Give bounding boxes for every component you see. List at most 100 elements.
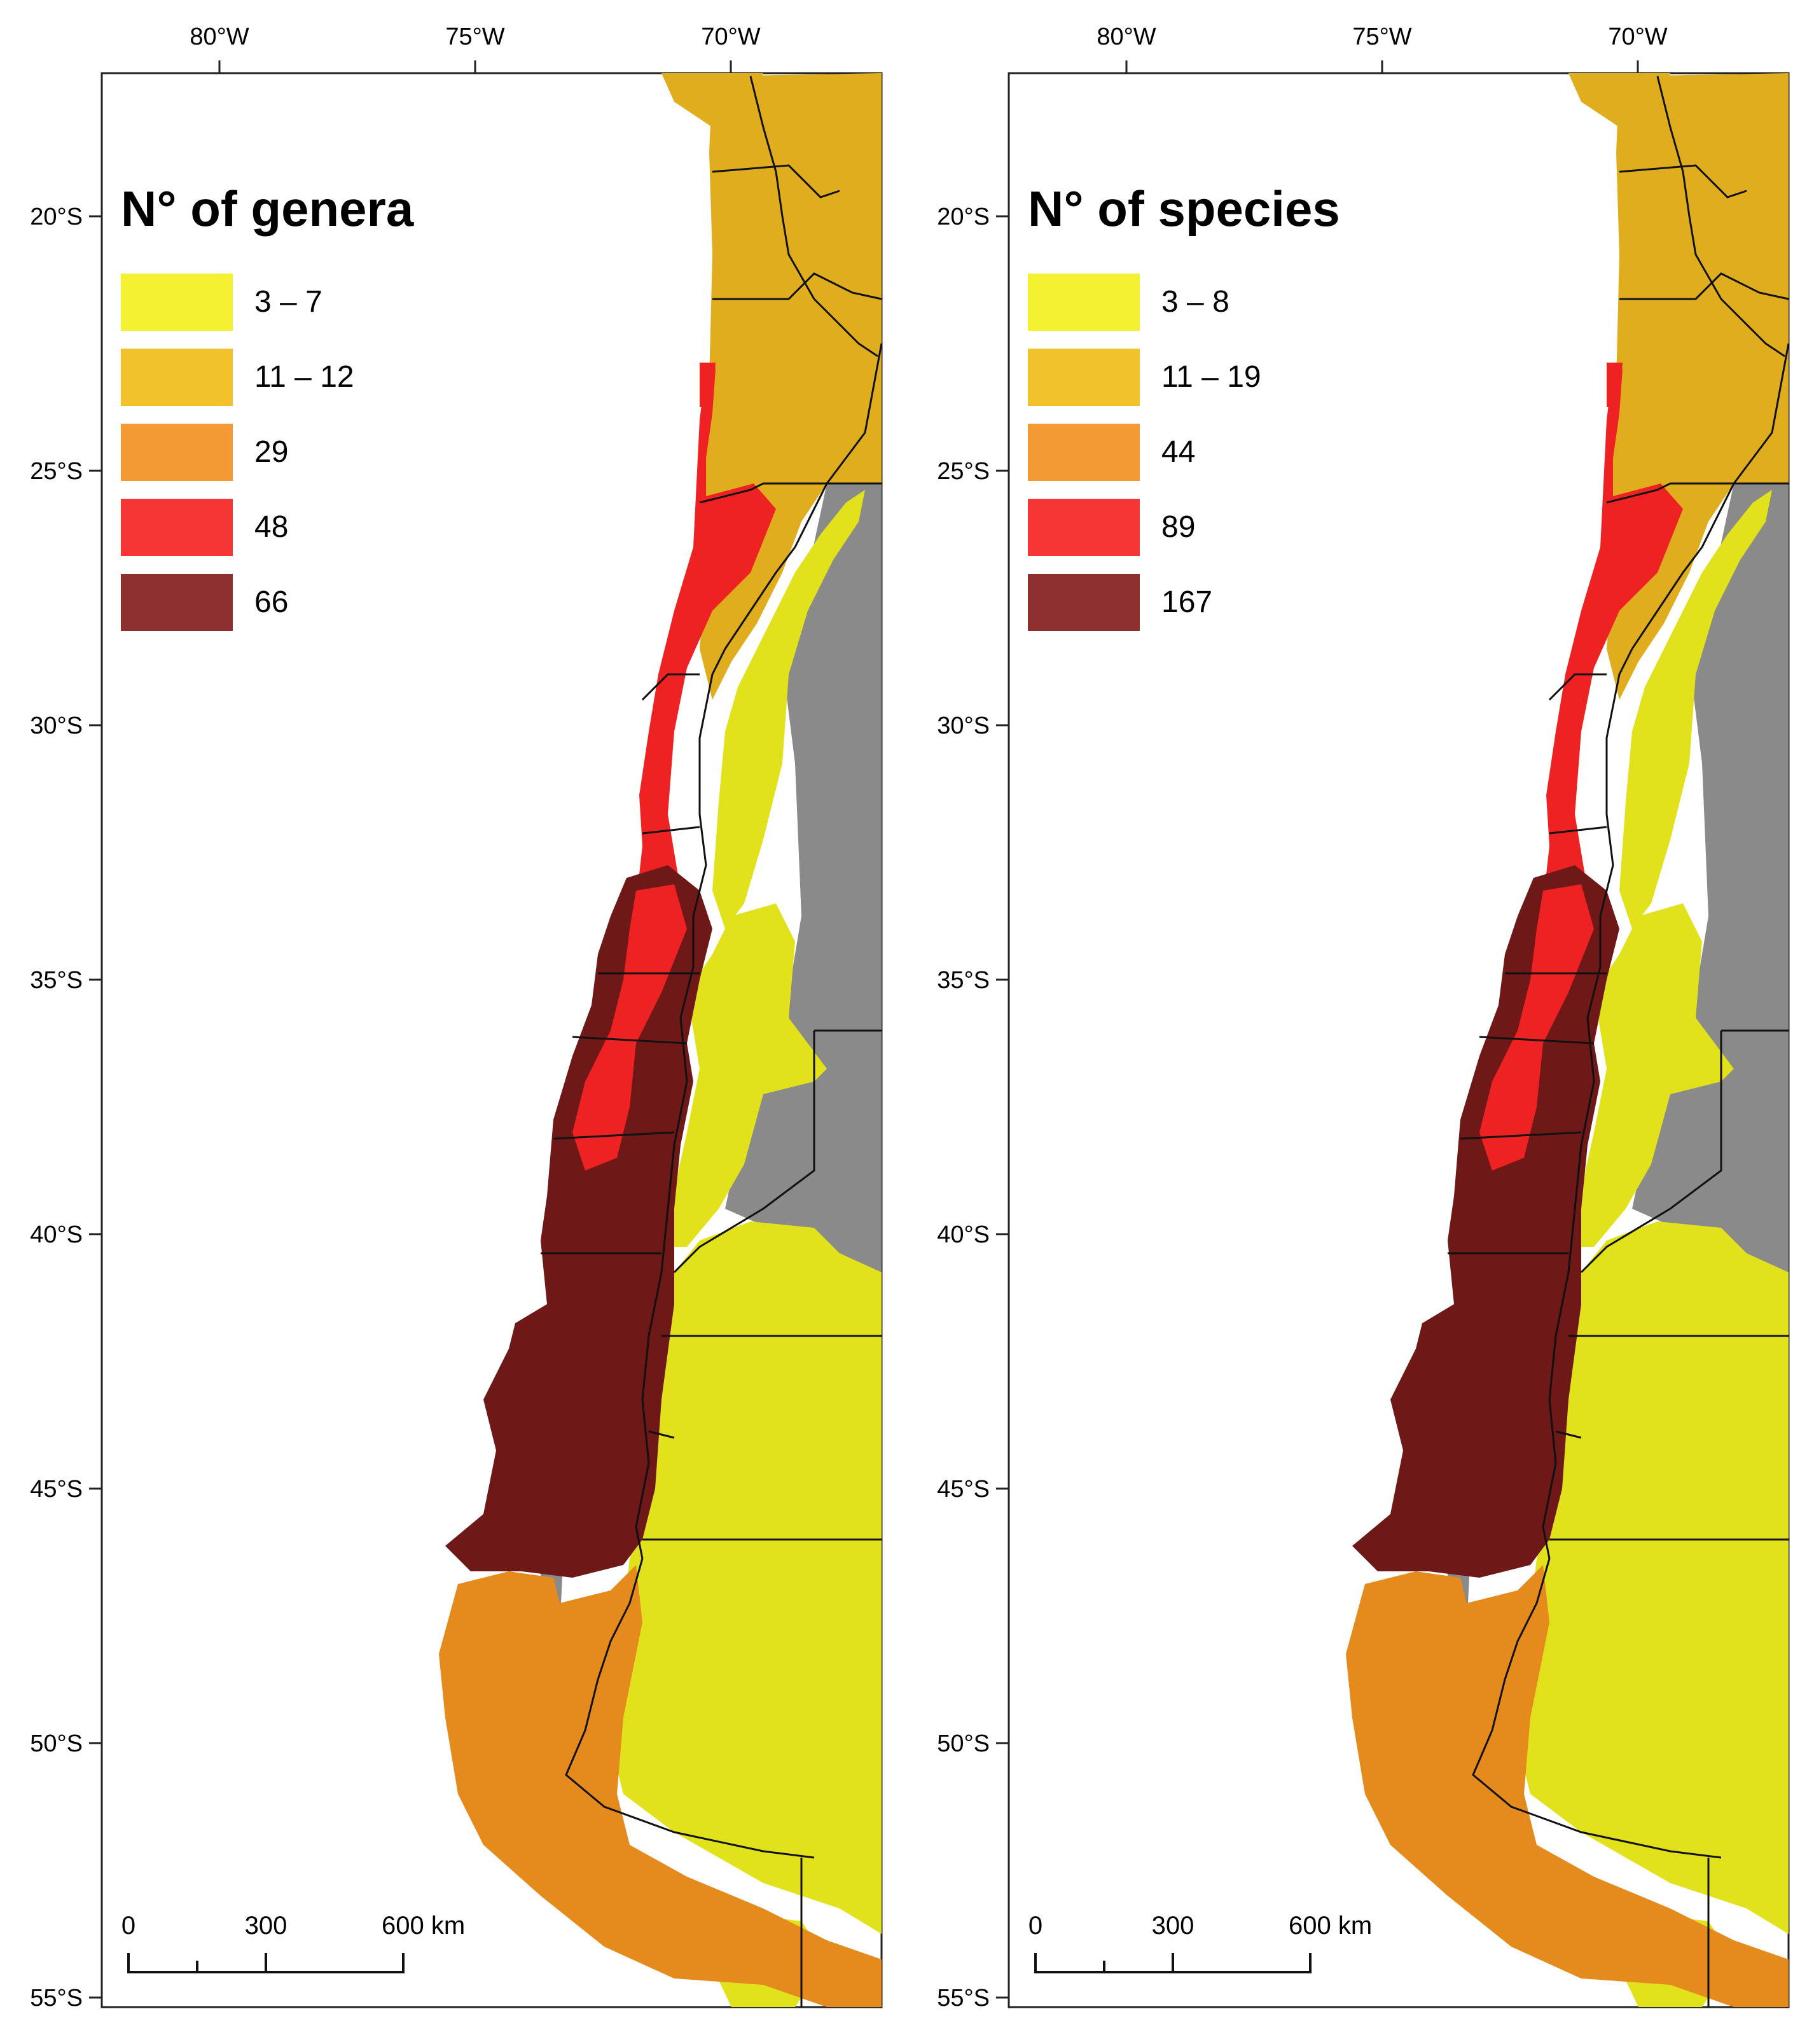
scale-bar-line (1034, 1953, 1312, 1973)
border-line (1542, 916, 1602, 1559)
border-line (699, 482, 882, 504)
border-line (648, 1430, 675, 1439)
border-line (1619, 164, 1747, 198)
political-borders (1448, 76, 1790, 2007)
legend-swatch (121, 574, 233, 631)
lat-label: 25°S (937, 458, 990, 485)
political-borders (541, 76, 883, 2007)
relief-region (725, 458, 882, 1349)
border-line (692, 483, 828, 917)
darkred-region (445, 865, 712, 1578)
lon-label: 75°W (1352, 24, 1411, 50)
north-region (661, 73, 763, 127)
legend-swatch (121, 349, 233, 406)
orange-region (1346, 1565, 1789, 2007)
legend-label: 167 (1161, 585, 1212, 619)
yellow-region (611, 1221, 882, 1934)
legend-label: 3 – 8 (1161, 285, 1229, 319)
legend-label: 11 – 12 (254, 360, 354, 394)
legend-swatch (1028, 274, 1140, 331)
legend-label: 48 (254, 510, 288, 544)
scale-label: 0 (121, 1912, 135, 1940)
border-line (749, 76, 878, 358)
border-line (565, 1558, 815, 1859)
border-line (712, 164, 840, 198)
border-line (1599, 483, 1735, 917)
scale-label: 300 (1152, 1912, 1194, 1940)
border-line (1555, 1430, 1582, 1439)
genera-map-panel: 80°W 75°W 70°W 20°S 25°S 30°S 35°S 40°S … (30, 24, 883, 2012)
relief-region (1632, 458, 1789, 1349)
darkred-region (1352, 865, 1619, 1578)
legend-swatch (1028, 499, 1140, 556)
red-region (1543, 369, 1683, 916)
lat-label: 20°S (937, 204, 990, 230)
red-region (1607, 363, 1623, 407)
lat-label: 40°S (937, 1221, 990, 1248)
legend-swatch (1028, 424, 1140, 481)
red-region (1479, 884, 1594, 1171)
border-line (712, 272, 882, 300)
scale-label: 600 km (1289, 1912, 1372, 1940)
legend-swatch (121, 274, 233, 331)
scale-label: 600 km (382, 1912, 465, 1940)
lat-label: 30°S (937, 713, 990, 739)
legend-label: 44 (1161, 435, 1195, 469)
yellow-region (661, 903, 827, 1247)
border-line (1580, 1031, 1722, 1274)
lat-label: 45°S (937, 1476, 990, 1503)
border-line (1656, 76, 1785, 358)
lat-label: 40°S (30, 1221, 83, 1248)
lat-label: 25°S (30, 458, 83, 485)
legend-swatch (121, 499, 233, 556)
longitude-ticks: 80°W 75°W 70°W (190, 24, 761, 73)
legend-swatch (1028, 349, 1140, 406)
border-line (635, 916, 695, 1559)
lon-label: 80°W (190, 24, 249, 50)
border-line (1549, 826, 1607, 835)
border-line (1733, 343, 1790, 484)
map-regions (439, 73, 882, 2007)
yellow-region (712, 490, 865, 929)
orange-region (439, 1565, 882, 2007)
border-line (1479, 1036, 1595, 1045)
red-region (572, 884, 687, 1171)
species-map: 80°W 75°W 70°W 20°S 25°S 30°S 35°S 40°S … (937, 24, 1790, 2012)
north-region (1568, 73, 1670, 127)
lat-label: 50°S (30, 1730, 83, 1757)
lat-label: 55°S (30, 1985, 83, 2012)
latitude-ticks: 20°S 25°S 30°S 35°S 40°S 45°S 50°S 55°S (937, 204, 1009, 2012)
legend-title: N° of species (1028, 181, 1340, 237)
legend-label: 29 (254, 435, 288, 469)
species-map-panel: 80°W 75°W 70°W 20°S 25°S 30°S 35°S 40°S … (907, 0, 1814, 2044)
border-line (1460, 1131, 1582, 1140)
legend-label: 11 – 19 (1161, 360, 1261, 394)
border-line (1548, 673, 1607, 701)
scale-bar: 0 300 600 km (121, 1912, 465, 1973)
longitude-ticks: 80°W 75°W 70°W (1097, 24, 1668, 73)
latitude-ticks: 20°S 25°S 30°S 35°S 40°S 45°S 50°S 55°S (30, 204, 102, 2012)
border-line (553, 1131, 675, 1140)
lon-label: 80°W (1097, 24, 1156, 50)
border-line (826, 343, 883, 484)
lon-label: 75°W (445, 24, 504, 50)
legend: N° of genera 3 – 7 11 – 12 29 48 66 (121, 181, 414, 631)
border-line (572, 1036, 688, 1045)
yellow-region (1619, 490, 1772, 929)
lat-label: 35°S (30, 967, 83, 994)
scale-bar: 0 300 600 km (1028, 1912, 1372, 1973)
border-line (641, 673, 700, 701)
lat-label: 55°S (937, 1985, 990, 2012)
genera-map: 80°W 75°W 70°W 20°S 25°S 30°S 35°S 40°S … (30, 24, 883, 2012)
yellow-region (1518, 1221, 1789, 1934)
lat-label: 50°S (937, 1730, 990, 1757)
legend-label: 3 – 7 (254, 285, 322, 319)
scale-label: 0 (1028, 1912, 1042, 1940)
legend-swatch (1028, 574, 1140, 631)
border-line (1606, 482, 1789, 504)
yellow-region (1568, 903, 1734, 1247)
border-line (1472, 1558, 1722, 1859)
red-region (700, 363, 716, 407)
map-regions (1346, 73, 1789, 2007)
border-line (673, 1031, 815, 1274)
